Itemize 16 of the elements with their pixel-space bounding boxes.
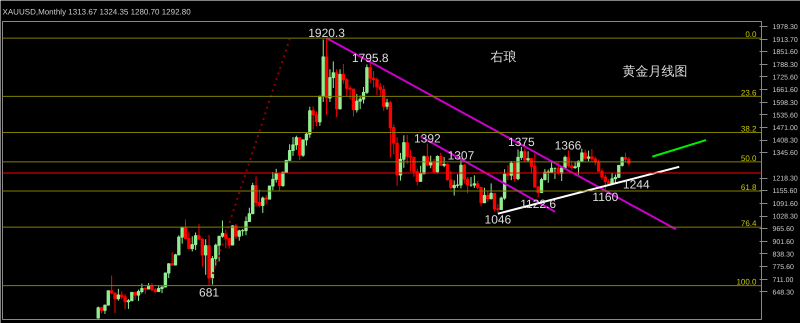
annotation: 681 (199, 285, 220, 300)
annotation: 黄金月线图 (622, 64, 688, 80)
annotation: 100.0 (736, 278, 758, 287)
annotation: 1920.3 (308, 26, 346, 40)
annotation: 76.4 (740, 219, 758, 228)
annotation: 50.0 (740, 154, 758, 163)
chart-title: XAUUSD,Monthly 1313.67 1324.35 1280.70 1292.80 (2, 8, 192, 16)
annotation: 右琅 (490, 50, 516, 65)
annotation: 1244 (622, 177, 650, 192)
annotation: 0.0 (745, 30, 758, 40)
annotation: 61.8 (740, 182, 758, 192)
annotation: 1160 (592, 190, 619, 204)
annotation: 1366 (554, 138, 582, 153)
annotation: 1046 (484, 212, 512, 227)
annotation: 38.2 (740, 124, 758, 134)
annotation: 23.6 (740, 88, 758, 98)
